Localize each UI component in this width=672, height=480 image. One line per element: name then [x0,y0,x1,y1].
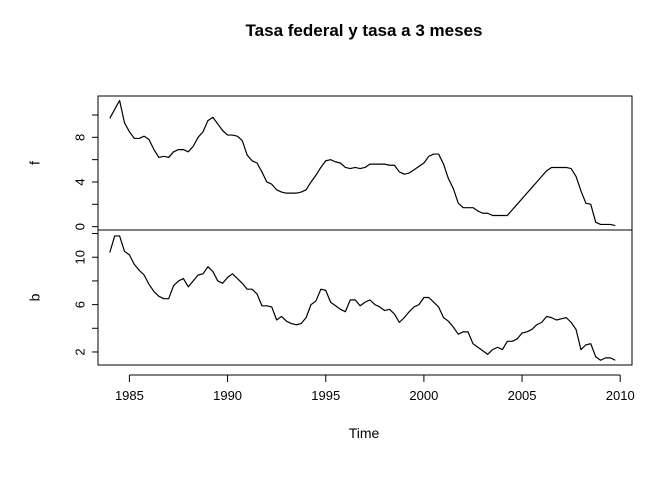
panel-f-y-axis-title: f [27,161,43,165]
panel-b-y-tick-label: 10 [72,250,87,264]
panel-b-frame [97,229,633,366]
panel-b-y-tick-label: 2 [72,348,87,355]
x-tick-label: 2005 [508,388,537,403]
plot-layer: 0 4 8 f 2 6 10 b 1985 1990 1995 2000 2005 2010 [27,95,635,403]
chart-title: Tasa federal y tasa a 3 meses [246,21,483,40]
x-tick-label: 2010 [606,388,635,403]
x-axis-group: 1985 1990 1995 2000 2005 2010 [115,374,635,403]
x-tick-label: 1990 [213,388,242,403]
panel-f-y-tick-label: 0 [72,223,87,230]
x-axis-title: Time [349,425,380,441]
x-tick-label: 2000 [409,388,438,403]
panel-b-y-axis-title: b [27,293,43,301]
panel-f-group: 0 4 8 f [27,95,633,231]
panel-b-series-line [109,235,616,361]
panel-b-group: 2 6 10 b [27,229,633,366]
panel-f-y-tick-label: 4 [72,178,87,185]
panel-b-y-tick-label: 6 [72,301,87,308]
panel-f-y-tick-label: 8 [72,134,87,141]
x-tick-label: 1985 [115,388,144,403]
panel-f-series-line [109,99,616,227]
x-tick-label: 1995 [311,388,340,403]
panel-f-frame [97,95,633,231]
